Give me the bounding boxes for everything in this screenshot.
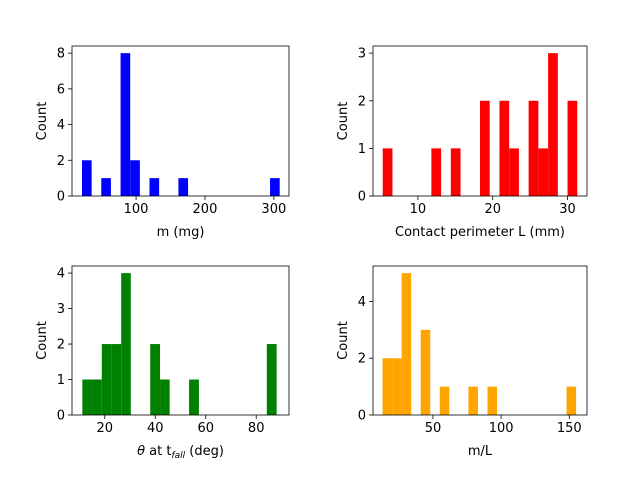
y-tick-label: 2 xyxy=(57,338,65,353)
histogram-bar-1 xyxy=(91,379,102,415)
histogram-bar-4 xyxy=(121,273,131,415)
histogram-bar-2 xyxy=(450,148,461,196)
panel-ratio-histogram: 50 100 150 0 2 4 m/L Count xyxy=(336,265,588,459)
histogram-bar-8 xyxy=(548,53,558,197)
y-tick-label: 0 xyxy=(358,190,366,205)
x-tick-label: 30 xyxy=(559,202,576,217)
histogram-bar-7 xyxy=(538,148,549,196)
x-axis-label: m/L xyxy=(468,444,493,459)
y-tick-label: 2 xyxy=(358,352,366,367)
y-tick-label: 0 xyxy=(57,190,65,205)
x-axis-label: θ at tfall (deg) xyxy=(137,444,224,461)
x-tick-label: 60 xyxy=(197,421,214,436)
x-tick-label: 50 xyxy=(425,421,442,436)
y-tick-label: 1 xyxy=(57,373,65,388)
y-tick-label: 4 xyxy=(57,267,65,282)
histogram-bar-4 xyxy=(149,178,160,196)
histogram-bar-2 xyxy=(401,273,412,415)
histogram-bar-0 xyxy=(81,160,92,196)
histogram-bar-1 xyxy=(431,148,442,196)
histogram-bar-5 xyxy=(178,178,189,196)
histogram-bar-7 xyxy=(189,379,199,415)
y-tick-label: 1 xyxy=(358,142,366,157)
x-tick-label: 20 xyxy=(97,421,114,436)
histogram-bar-2 xyxy=(101,344,112,415)
histogram-bar-3 xyxy=(111,344,122,415)
histogram-bar-7 xyxy=(566,386,577,415)
panel-perimeter-histogram: 10 20 30 0 1 2 3 Contact perimeter L (mm) Cou… xyxy=(336,45,588,240)
y-tick-label: 2 xyxy=(358,94,366,109)
histogram-bar-6 xyxy=(270,178,280,196)
histogram-bar-9 xyxy=(567,100,578,196)
histogram-bar-1 xyxy=(392,358,402,415)
x-tick-label: 300 xyxy=(261,202,286,217)
histogram-bar-3 xyxy=(420,329,431,415)
y-tick-label: 2 xyxy=(57,154,65,169)
panel-mass-histogram: 100 200 300 0 2 4 6 8 m (mg) Count xyxy=(35,45,290,240)
y-axis-label: Count xyxy=(336,321,351,360)
y-tick-label: 8 xyxy=(57,47,65,62)
y-tick-label: 4 xyxy=(358,295,366,310)
x-tick-label: 40 xyxy=(147,421,164,436)
x-axis-label: Contact perimeter L (mm) xyxy=(395,225,565,240)
x-axis-label: m (mg) xyxy=(157,225,205,240)
histogram-bar-0 xyxy=(382,358,393,415)
x-tick-label: 10 xyxy=(410,202,427,217)
y-tick-label: 3 xyxy=(57,302,65,317)
y-tick-label: 3 xyxy=(358,47,366,62)
histogram-bar-0 xyxy=(82,379,92,415)
y-axis-label: Count xyxy=(336,102,351,141)
x-tick-label: 80 xyxy=(248,421,265,436)
panel-angle-histogram: 20 40 60 80 0 1 2 3 4 θ at tfall (deg) Count xyxy=(35,265,290,461)
histogram-bar-3 xyxy=(130,160,140,196)
y-axis-label: Count xyxy=(35,102,50,141)
histogram-bar-4 xyxy=(499,100,510,196)
x-tick-label: 100 xyxy=(489,421,514,436)
histogram-bar-6 xyxy=(528,100,539,196)
x-tick-label: 100 xyxy=(124,202,149,217)
histogram-bar-3 xyxy=(480,100,490,196)
x-tick-label: 200 xyxy=(193,202,218,217)
histogram-bar-6 xyxy=(487,386,498,415)
histogram-bar-5 xyxy=(468,386,478,415)
histogram-bar-5 xyxy=(150,344,161,415)
y-axis-label: Count xyxy=(35,321,50,360)
histogram-bar-6 xyxy=(160,379,170,415)
x-tick-label: 150 xyxy=(557,421,582,436)
y-tick-label: 0 xyxy=(57,409,65,424)
x-tick-label: 20 xyxy=(484,202,501,217)
histogram-bar-2 xyxy=(120,53,131,197)
y-tick-label: 0 xyxy=(358,409,366,424)
histogram-bar-4 xyxy=(439,386,450,415)
y-tick-label: 4 xyxy=(57,118,65,133)
histogram-bar-0 xyxy=(382,148,393,196)
histogram-bar-8 xyxy=(266,344,277,415)
y-tick-label: 6 xyxy=(57,82,65,97)
histogram-bar-5 xyxy=(509,148,519,196)
histogram-bar-1 xyxy=(101,178,111,196)
